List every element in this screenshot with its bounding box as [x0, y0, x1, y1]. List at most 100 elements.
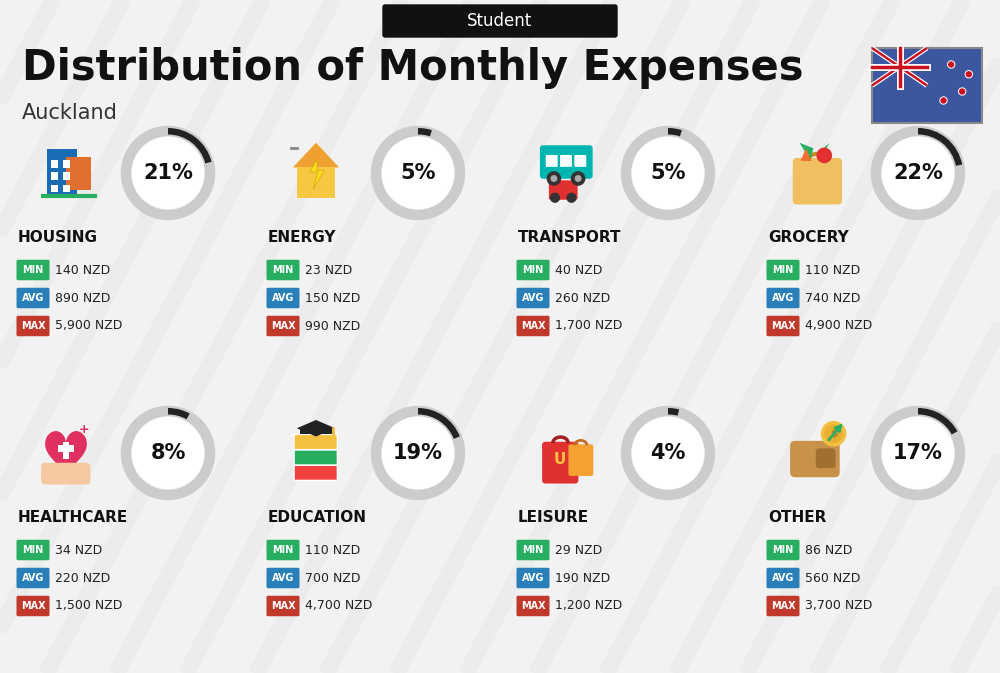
Text: MAX: MAX: [21, 601, 45, 611]
Text: Distribution of Monthly Expenses: Distribution of Monthly Expenses: [22, 47, 804, 89]
Text: 40 NZD: 40 NZD: [555, 264, 602, 277]
Polygon shape: [297, 420, 335, 437]
Text: 110 NZD: 110 NZD: [305, 544, 360, 557]
Text: LEISURE: LEISURE: [518, 511, 589, 526]
Text: 220 NZD: 220 NZD: [55, 571, 110, 584]
Text: MAX: MAX: [771, 601, 795, 611]
Text: MIN: MIN: [522, 545, 544, 555]
Text: 19%: 19%: [393, 443, 443, 463]
FancyBboxPatch shape: [516, 596, 550, 616]
FancyBboxPatch shape: [383, 5, 617, 37]
Text: 29 NZD: 29 NZD: [555, 544, 602, 557]
Text: 190 NZD: 190 NZD: [555, 571, 610, 584]
FancyBboxPatch shape: [574, 155, 586, 167]
Text: AVG: AVG: [522, 573, 544, 583]
Text: MAX: MAX: [771, 321, 795, 331]
Text: 4%: 4%: [650, 443, 686, 463]
Text: 86 NZD: 86 NZD: [805, 544, 852, 557]
Text: 8%: 8%: [150, 443, 186, 463]
FancyBboxPatch shape: [767, 316, 800, 336]
Text: 560 NZD: 560 NZD: [805, 571, 860, 584]
Circle shape: [132, 137, 204, 209]
Circle shape: [575, 176, 581, 181]
Circle shape: [382, 137, 454, 209]
Wedge shape: [918, 408, 957, 435]
FancyBboxPatch shape: [47, 149, 77, 196]
Text: 140 NZD: 140 NZD: [55, 264, 110, 277]
FancyBboxPatch shape: [516, 540, 550, 560]
Text: 700 NZD: 700 NZD: [305, 571, 360, 584]
FancyBboxPatch shape: [266, 288, 300, 308]
FancyBboxPatch shape: [816, 448, 836, 468]
Text: AVG: AVG: [772, 573, 794, 583]
Circle shape: [825, 425, 842, 443]
Text: AVG: AVG: [272, 573, 294, 583]
Text: U: U: [553, 452, 566, 467]
Text: AVG: AVG: [522, 293, 544, 303]
Circle shape: [960, 89, 965, 94]
Circle shape: [822, 422, 846, 446]
FancyBboxPatch shape: [41, 463, 90, 485]
Text: AVG: AVG: [272, 293, 294, 303]
Wedge shape: [668, 128, 682, 137]
Text: MAX: MAX: [521, 321, 545, 331]
Polygon shape: [801, 148, 812, 161]
Wedge shape: [418, 408, 460, 439]
FancyBboxPatch shape: [51, 160, 58, 168]
FancyBboxPatch shape: [294, 450, 337, 465]
Polygon shape: [819, 143, 830, 161]
Polygon shape: [800, 143, 813, 161]
FancyBboxPatch shape: [63, 184, 70, 192]
Circle shape: [883, 417, 954, 489]
Circle shape: [966, 72, 971, 77]
FancyBboxPatch shape: [16, 568, 49, 588]
FancyBboxPatch shape: [568, 444, 593, 476]
FancyBboxPatch shape: [516, 288, 550, 308]
FancyBboxPatch shape: [546, 155, 558, 167]
Circle shape: [633, 417, 704, 489]
FancyBboxPatch shape: [66, 157, 91, 190]
FancyBboxPatch shape: [297, 168, 335, 198]
FancyBboxPatch shape: [549, 180, 578, 200]
FancyBboxPatch shape: [51, 184, 58, 192]
Text: $: $: [830, 429, 837, 439]
Wedge shape: [168, 408, 190, 419]
Text: 110 NZD: 110 NZD: [805, 264, 860, 277]
Text: Auckland: Auckland: [22, 103, 118, 123]
FancyBboxPatch shape: [63, 442, 69, 458]
Text: MAX: MAX: [521, 601, 545, 611]
Text: 34 NZD: 34 NZD: [55, 544, 102, 557]
Circle shape: [547, 172, 560, 185]
Text: 150 NZD: 150 NZD: [305, 291, 360, 304]
Polygon shape: [45, 431, 87, 478]
FancyBboxPatch shape: [790, 441, 840, 477]
Text: MIN: MIN: [772, 265, 794, 275]
Text: ENERGY: ENERGY: [268, 230, 336, 246]
Text: 1,700 NZD: 1,700 NZD: [555, 320, 622, 332]
FancyBboxPatch shape: [516, 260, 550, 280]
Text: 890 NZD: 890 NZD: [55, 291, 110, 304]
Circle shape: [940, 97, 947, 104]
Circle shape: [132, 417, 204, 489]
Circle shape: [551, 193, 559, 202]
Polygon shape: [309, 160, 324, 190]
Text: 3,700 NZD: 3,700 NZD: [805, 600, 872, 612]
Text: 990 NZD: 990 NZD: [305, 320, 360, 332]
Text: 4,900 NZD: 4,900 NZD: [805, 320, 872, 332]
FancyBboxPatch shape: [793, 158, 842, 205]
Text: MAX: MAX: [21, 321, 45, 331]
Circle shape: [965, 71, 972, 78]
Text: 17%: 17%: [893, 443, 943, 463]
Circle shape: [633, 137, 704, 209]
FancyBboxPatch shape: [63, 160, 70, 168]
FancyBboxPatch shape: [540, 145, 593, 179]
FancyBboxPatch shape: [63, 172, 70, 180]
FancyBboxPatch shape: [16, 260, 49, 280]
Text: GROCERY: GROCERY: [768, 230, 849, 246]
FancyBboxPatch shape: [516, 568, 550, 588]
Text: MIN: MIN: [22, 545, 44, 555]
Circle shape: [567, 193, 576, 202]
FancyBboxPatch shape: [294, 465, 337, 481]
Circle shape: [883, 137, 954, 209]
Text: MIN: MIN: [272, 545, 294, 555]
